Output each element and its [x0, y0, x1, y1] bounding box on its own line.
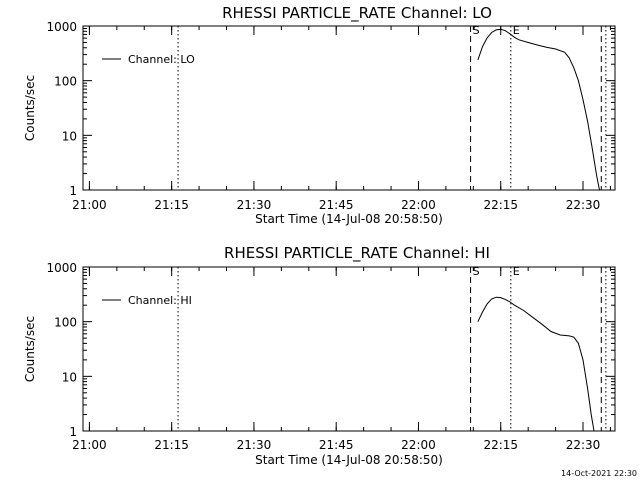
- event-marker-label: S: [473, 265, 480, 278]
- y-axis-label: Counts/sec: [23, 75, 37, 141]
- y-tick-label: 1000: [46, 20, 77, 34]
- y-tick-label: 10: [62, 370, 77, 384]
- y-tick-label: 100: [54, 316, 77, 330]
- panel-hi: RHESSI PARTICLE_RATE Channel: HI 21:00 21:…: [23, 244, 616, 467]
- x-tick-label: 21:15: [154, 438, 189, 452]
- x-tick-label: 21:30: [237, 438, 272, 452]
- x-tick-label: 21:00: [72, 438, 107, 452]
- x-tick-label: 21:30: [237, 198, 272, 212]
- x-tick-label: 22:30: [566, 438, 601, 452]
- event-marker-label: E: [513, 24, 520, 37]
- y-tick-label: 10: [62, 129, 77, 143]
- legend-label: Channel: LO: [128, 53, 195, 66]
- y-tick-label: 1000: [46, 261, 77, 275]
- x-tick-label: 22:30: [566, 198, 601, 212]
- event-marker-label: S: [473, 24, 480, 37]
- x-tick-label: 22:00: [401, 438, 436, 452]
- x-tick-label: 21:45: [319, 438, 354, 452]
- x-tick-label: 22:15: [483, 438, 518, 452]
- panel-lo: RHESSI PARTICLE_RATE Channel: LO 21:00 21:…: [23, 4, 616, 226]
- chart-title: RHESSI PARTICLE_RATE Channel: HI: [224, 244, 490, 263]
- y-tick-label: 100: [54, 75, 77, 89]
- event-marker-label: E: [513, 265, 520, 278]
- series-line: [477, 28, 600, 191]
- footer-timestamp: 14-Oct-2021 22:30: [561, 469, 637, 478]
- x-tick-label: 22:15: [483, 198, 518, 212]
- x-tick-label: 21:15: [154, 198, 189, 212]
- x-tick-label: 22:00: [401, 198, 436, 212]
- x-tick-label: 21:45: [319, 198, 354, 212]
- x-axis-label: Start Time (14-Jul-08 20:58:50): [255, 212, 443, 226]
- plot-frame: [82, 25, 616, 191]
- y-axis-label: Counts/sec: [23, 316, 37, 382]
- legend-label: Channel: HI: [128, 294, 192, 307]
- y-tick-label: 1: [69, 425, 77, 439]
- chart-title: RHESSI PARTICLE_RATE Channel: LO: [222, 4, 492, 23]
- x-tick-label: 21:00: [72, 198, 107, 212]
- y-tick-label: 1: [69, 184, 77, 198]
- plot-frame: [82, 266, 616, 432]
- x-axis-label: Start Time (14-Jul-08 20:58:50): [255, 453, 443, 467]
- series-line: [477, 296, 595, 432]
